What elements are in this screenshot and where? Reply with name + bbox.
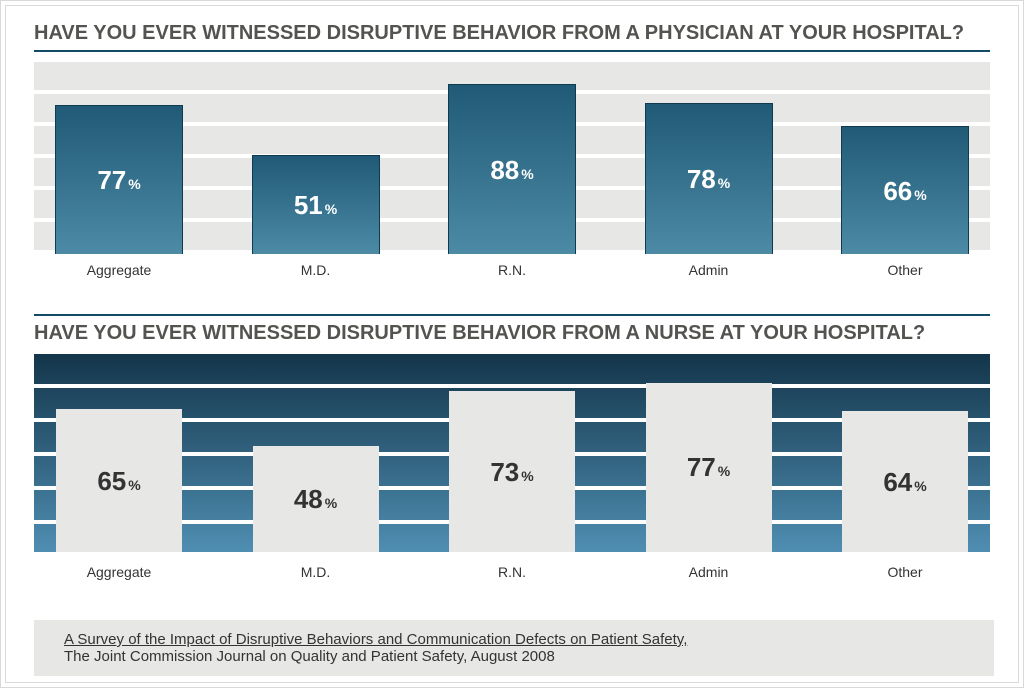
bar: 64% xyxy=(842,411,968,552)
nurse-chart-xaxis: Aggregate M.D. R.N. Admin Other xyxy=(34,564,990,580)
physician-chart-plot: 77% 51% 88% 78% 66% xyxy=(6,62,1018,254)
bar-value: 88% xyxy=(490,157,533,183)
x-tick: M.D. xyxy=(231,564,401,580)
bar: 51% xyxy=(252,155,380,254)
bar-slot: 51% xyxy=(231,62,401,254)
bar-slot: 77% xyxy=(34,62,204,254)
bar: 77% xyxy=(646,383,772,552)
x-tick: Admin xyxy=(624,262,794,278)
bar-value: 65% xyxy=(97,468,140,494)
bar-slot: 48% xyxy=(231,354,401,552)
nurse-chart: HAVE YOU EVER WITNESSED DISRUPTIVE BEHAV… xyxy=(6,302,1018,602)
bar-slot: 78% xyxy=(624,62,794,254)
bar-value: 48% xyxy=(294,486,337,512)
nurse-chart-plot: 65% 48% 73% 77% 64% xyxy=(6,354,1018,552)
bar-value: 78% xyxy=(687,166,730,192)
nurse-chart-title: HAVE YOU EVER WITNESSED DISRUPTIVE BEHAV… xyxy=(34,322,990,345)
x-tick: M.D. xyxy=(231,262,401,278)
bar-slot: 73% xyxy=(427,354,597,552)
bar-slot: 65% xyxy=(34,354,204,552)
x-tick: Other xyxy=(820,564,990,580)
chart-container: HAVE YOU EVER WITNESSED DISRUPTIVE BEHAV… xyxy=(5,5,1019,683)
nurse-chart-rule xyxy=(34,314,990,316)
citation-block: A Survey of the Impact of Disruptive Beh… xyxy=(34,620,994,676)
bar-value: 51% xyxy=(294,192,337,218)
bar-slot: 88% xyxy=(427,62,597,254)
outer-frame: HAVE YOU EVER WITNESSED DISRUPTIVE BEHAV… xyxy=(0,0,1024,688)
x-tick: Aggregate xyxy=(34,564,204,580)
bar: 78% xyxy=(645,103,773,254)
x-tick: Admin xyxy=(624,564,794,580)
bar-value: 66% xyxy=(883,178,926,204)
bar: 66% xyxy=(841,126,969,254)
nurse-chart-bars: 65% 48% 73% 77% 64% xyxy=(34,354,990,552)
bar: 77% xyxy=(55,105,183,254)
bar: 65% xyxy=(56,409,182,552)
physician-chart: HAVE YOU EVER WITNESSED DISRUPTIVE BEHAV… xyxy=(6,6,1018,296)
citation-line-1: A Survey of the Impact of Disruptive Beh… xyxy=(64,631,994,648)
bar-value: 77% xyxy=(687,454,730,480)
bar-slot: 64% xyxy=(820,354,990,552)
bar: 48% xyxy=(253,446,379,552)
x-tick: Other xyxy=(820,262,990,278)
bar-slot: 77% xyxy=(624,354,794,552)
bar-value: 73% xyxy=(490,459,533,485)
bar-value: 77% xyxy=(97,167,140,193)
physician-chart-title: HAVE YOU EVER WITNESSED DISRUPTIVE BEHAV… xyxy=(34,22,990,45)
bar: 88% xyxy=(448,84,576,254)
x-tick: Aggregate xyxy=(34,262,204,278)
bar-slot: 66% xyxy=(820,62,990,254)
physician-chart-bars: 77% 51% 88% 78% 66% xyxy=(34,62,990,254)
x-tick: R.N. xyxy=(427,564,597,580)
physician-chart-rule xyxy=(34,50,990,52)
citation-line-2: The Joint Commission Journal on Quality … xyxy=(64,648,994,665)
x-tick: R.N. xyxy=(427,262,597,278)
bar-value: 64% xyxy=(883,469,926,495)
physician-chart-xaxis: Aggregate M.D. R.N. Admin Other xyxy=(34,262,990,278)
bar: 73% xyxy=(449,391,575,552)
